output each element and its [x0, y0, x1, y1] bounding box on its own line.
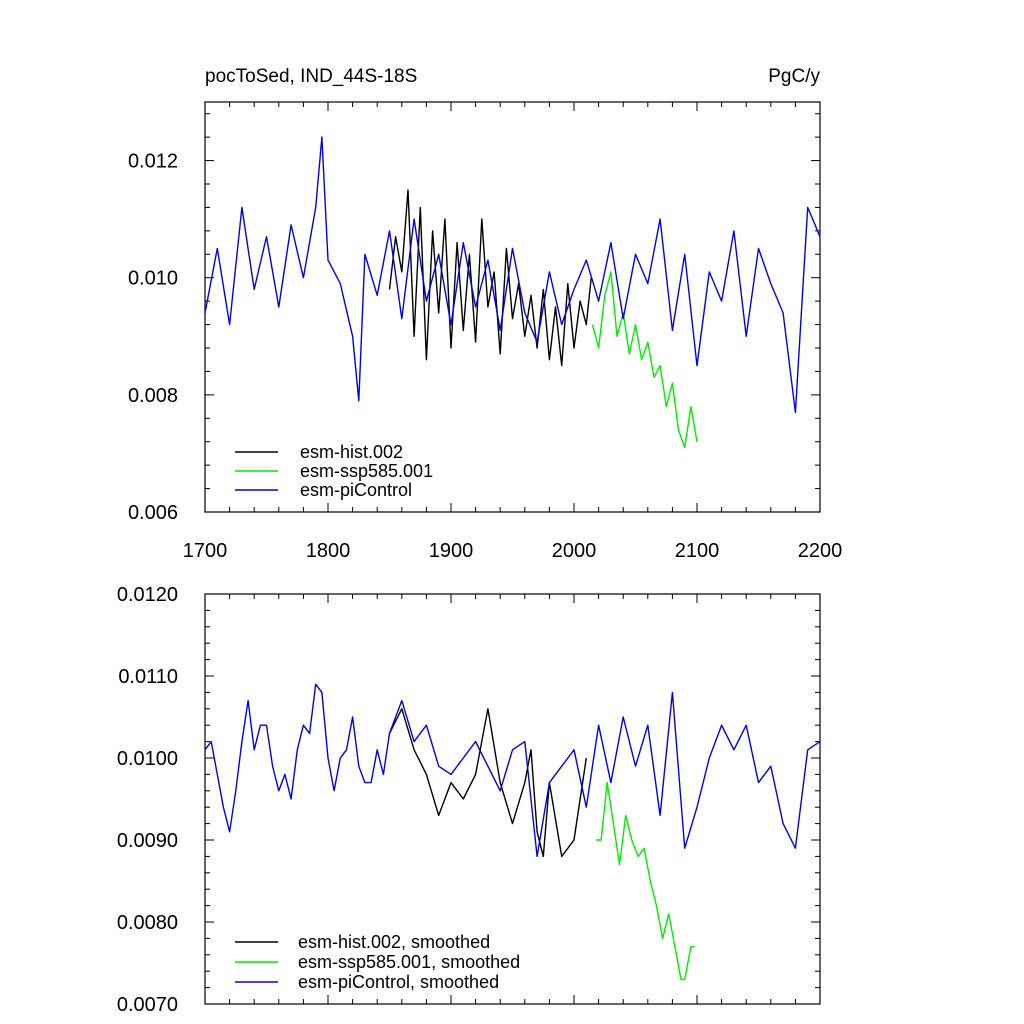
x-tick-label: 1700	[183, 540, 228, 562]
y-tick-label: 0.0080	[117, 912, 178, 934]
chart-title-left: pocToSed, IND_44S-18S	[205, 66, 417, 87]
series-line-esm-picontrol-smoothed	[204, 683, 821, 858]
x-tick-label: 2100	[675, 540, 720, 562]
y-tick-label: 0.012	[128, 151, 178, 173]
y-tick-label: 0.0100	[117, 748, 178, 770]
series-lines-top	[204, 136, 821, 449]
plot-frame-top	[204, 101, 821, 513]
legend-label: esm-hist.002, smoothed	[298, 932, 490, 952]
bottom-panel: 0.0070 0.0080 0.0090 0.0100 0.0110 0.0120 esm…	[117, 584, 821, 1016]
legend-label: esm-piControl, smoothed	[298, 972, 499, 992]
y-tick-label: 0.0070	[117, 994, 178, 1016]
tick-marks-top: 1700 1800 1900 2000 2100 2200 0.006 0.008 0.010 0…	[128, 102, 842, 562]
x-tick-label: 1800	[306, 540, 351, 562]
top-panel: pocToSed, IND_44S-18S PgC/y 1700 1800 1900…	[128, 66, 842, 562]
series-line-esm-ssp585-001	[591, 271, 698, 449]
series-line-esm-picontrol	[204, 136, 821, 414]
series-lines-bottom	[204, 683, 821, 981]
legend-label: esm-piControl	[300, 480, 412, 500]
y-tick-label: 0.0090	[117, 830, 178, 852]
x-tick-label: 2200	[798, 540, 843, 562]
y-tick-label: 0.008	[128, 385, 178, 407]
legend-label: esm-ssp585.001, smoothed	[298, 952, 520, 972]
chart-units-label: PgC/y	[768, 66, 820, 87]
x-tick-label: 1900	[429, 540, 474, 562]
series-line-esm-ssp585-001-smoothed	[596, 781, 695, 981]
legend-label: esm-ssp585.001	[300, 461, 433, 481]
legend-label: esm-hist.002	[300, 442, 403, 462]
plot-frame-bottom	[204, 593, 821, 1005]
y-tick-label: 0.006	[128, 502, 178, 524]
y-tick-label: 0.0110	[118, 666, 178, 688]
tick-marks-bottom: 0.0070 0.0080 0.0090 0.0100 0.0110 0.0120	[117, 584, 821, 1016]
y-tick-label: 0.0120	[117, 584, 178, 606]
y-tick-label: 0.010	[128, 268, 178, 290]
series-line-esm-hist-002-smoothed	[388, 708, 587, 858]
x-tick-label: 2000	[552, 540, 597, 562]
